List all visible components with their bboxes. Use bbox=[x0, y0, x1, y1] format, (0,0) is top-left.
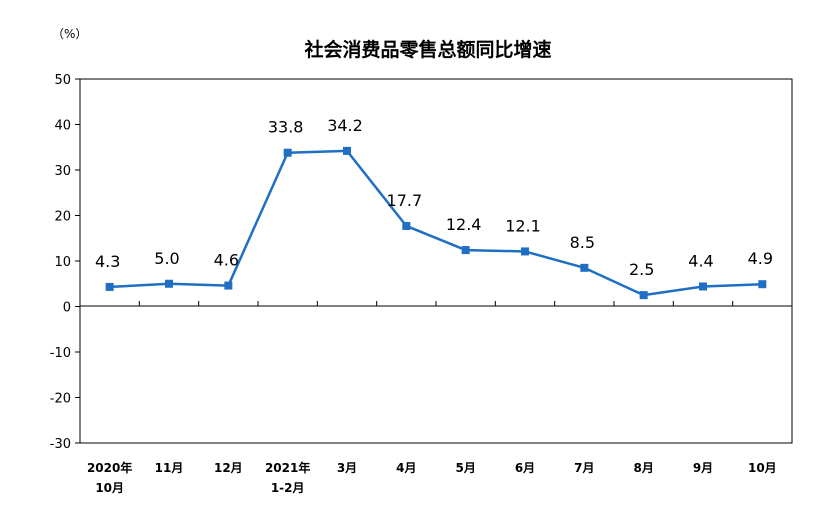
data-point-marker bbox=[699, 282, 707, 291]
data-label: 4.6 bbox=[214, 251, 239, 270]
x-tick-label: 2020年 10月 bbox=[87, 460, 132, 495]
data-label: 34.2 bbox=[327, 116, 363, 135]
data-point-marker bbox=[224, 281, 233, 290]
data-label: 12.1 bbox=[505, 216, 541, 235]
x-tick-label: 8月 bbox=[633, 461, 653, 475]
y-tick-label: -10 bbox=[50, 346, 71, 361]
axes: 50 40 30 20 10 0 -10 -20 -30 2020年 10月 11月 12月 2021年 1… bbox=[50, 73, 793, 495]
data-point-marker bbox=[283, 148, 292, 157]
data-point-marker bbox=[461, 246, 470, 255]
x-tick-label: 10月 bbox=[748, 461, 777, 475]
data-point-marker bbox=[758, 280, 767, 289]
data-point-marker bbox=[639, 291, 648, 300]
data-label: 4.3 bbox=[95, 252, 120, 271]
data-label: 4.9 bbox=[748, 249, 773, 268]
y-tick-label: 50 bbox=[54, 73, 71, 88]
x-tick-label: 12月 bbox=[214, 461, 243, 475]
data-point-marker bbox=[165, 279, 173, 288]
x-tick-label: 2021年 1-2月 bbox=[265, 460, 310, 495]
series-line bbox=[109, 149, 763, 297]
x-tick-label: 5月 bbox=[455, 461, 475, 475]
chart-title: 社会消费品零售总额同比增速 bbox=[303, 38, 551, 61]
data-label: 4.4 bbox=[688, 251, 713, 270]
data-label: 5.0 bbox=[154, 249, 179, 268]
data-label: 8.5 bbox=[570, 233, 595, 252]
x-tick-label: 9月 bbox=[693, 461, 713, 475]
y-tick-label: 20 bbox=[54, 210, 71, 225]
y-tick-label: 0 bbox=[63, 301, 71, 316]
y-unit-label: （%） bbox=[52, 27, 87, 41]
data-label: 12.4 bbox=[446, 215, 482, 234]
data-point-marker bbox=[580, 263, 589, 272]
y-tick-label: 10 bbox=[54, 255, 71, 270]
data-point-marker bbox=[343, 146, 351, 155]
x-tick-label: 11月 bbox=[155, 461, 184, 475]
y-tick-label: -20 bbox=[50, 392, 71, 407]
y-tick-label: 40 bbox=[54, 119, 71, 134]
data-point-marker bbox=[105, 282, 114, 291]
x-tick-label: 6月 bbox=[515, 461, 535, 475]
plot-area-border bbox=[79, 78, 793, 444]
series-line-group: 4.3 5.0 4.6 33.8 34.2 17.7 12.4 12.1 8.5 2.5 4.4 4.… bbox=[95, 116, 773, 300]
data-point-marker bbox=[402, 221, 411, 230]
y-tick-label: 30 bbox=[54, 164, 71, 179]
data-label: 2.5 bbox=[629, 260, 654, 279]
data-label: 17.7 bbox=[387, 191, 423, 210]
x-tick-label: 3月 bbox=[337, 461, 357, 475]
x-tick-label: 7月 bbox=[574, 461, 594, 475]
data-point-marker bbox=[521, 247, 529, 256]
y-tick-label: -30 bbox=[50, 437, 71, 452]
data-label: 33.8 bbox=[268, 118, 304, 137]
x-tick-label: 4月 bbox=[396, 461, 416, 475]
